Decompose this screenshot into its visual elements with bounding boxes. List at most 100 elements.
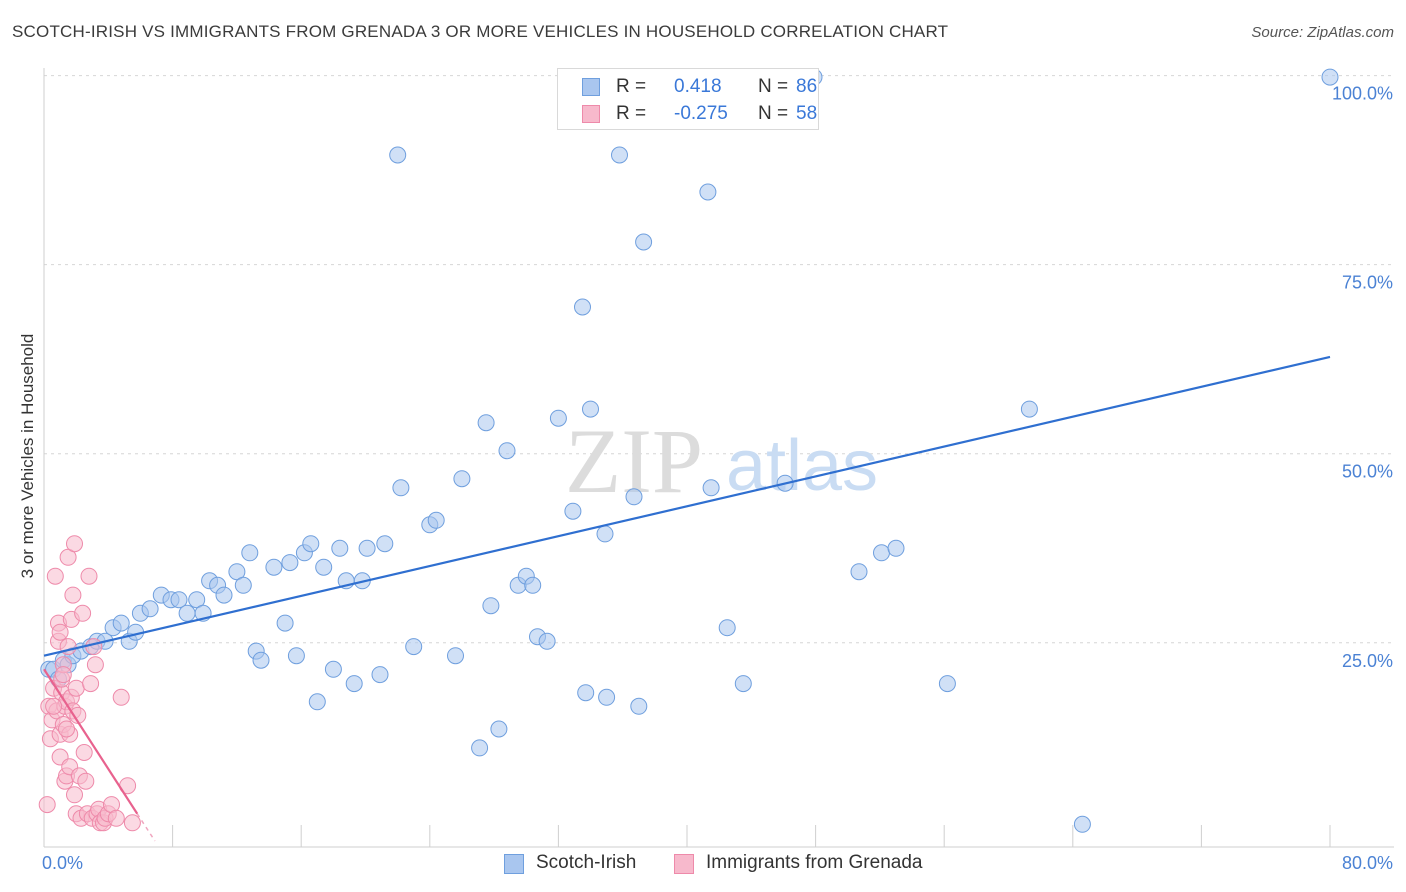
scotch-irish-point <box>490 720 508 738</box>
scotch-irish-point <box>635 233 653 251</box>
legend-swatch-grenada <box>582 105 600 123</box>
bottom-legend-label-grenada: Immigrants from Grenada <box>706 852 923 873</box>
grenada-point <box>38 796 56 814</box>
scotch-irish-point <box>453 470 471 488</box>
scotch-irish-point <box>625 488 643 506</box>
scotch-irish-point <box>112 614 130 632</box>
scotch-irish-point <box>188 591 206 609</box>
scotch-irish-point <box>471 739 489 757</box>
legend-n-value: 86 <box>796 76 818 97</box>
scotch-irish-point <box>574 298 591 316</box>
grenada-point <box>107 809 125 827</box>
scotch-irish-point <box>281 554 299 572</box>
watermark-atlas: atlas <box>726 426 878 506</box>
grenada-point <box>46 567 64 585</box>
scotch-irish-point <box>287 647 305 665</box>
scotch-irish-point <box>873 544 890 562</box>
scotch-irish-point <box>308 693 326 711</box>
scotch-irish-point <box>718 619 736 637</box>
scotch-irish-point <box>358 539 376 557</box>
scotch-irish-point <box>577 684 595 702</box>
grenada-trend-extension <box>136 813 156 842</box>
grenada-point <box>51 623 69 641</box>
scotch-irish-point <box>405 638 423 656</box>
scotch-irish-point <box>1073 815 1091 833</box>
legend-n-value: 58 <box>796 103 818 124</box>
scotch-irish-point <box>524 576 542 594</box>
x-tick-label: 0.0% <box>42 853 83 873</box>
legend-r-label: R = <box>616 76 647 97</box>
legend-swatch-scotch-irish <box>582 78 600 96</box>
scotch-irish-point <box>702 479 720 497</box>
scotch-irish-point <box>549 409 567 427</box>
grenada-point <box>58 720 75 738</box>
legend-box: R = 0.418 N = 86 R = -0.275 N = 58 <box>557 68 819 130</box>
grenada-point <box>66 535 83 553</box>
scotch-irish-point <box>582 400 599 418</box>
bottom-legend-swatch-grenada <box>674 854 694 874</box>
scotch-irish-trend-line <box>43 355 1331 657</box>
grenada-point <box>112 688 130 706</box>
watermark: ZIP atlas <box>565 410 878 512</box>
scotch-irish-point <box>498 442 516 460</box>
scotch-irish-point <box>564 502 582 520</box>
trend-lines <box>43 355 1331 842</box>
scotch-irish-point <box>538 632 556 650</box>
chart-title: SCOTCH-IRISH VS IMMIGRANTS FROM GRENADA … <box>12 22 949 41</box>
grenada-point <box>59 548 77 566</box>
scotch-irish-point <box>389 146 407 164</box>
y-tick-label: 100.0% <box>1332 84 1393 104</box>
series-immigrants-from-grenada <box>38 535 141 832</box>
scotch-irish-point <box>265 558 283 576</box>
scotch-irish-point <box>234 576 252 594</box>
axes <box>43 68 1394 848</box>
scotch-irish-point <box>228 563 246 581</box>
scotch-irish-point <box>938 675 956 693</box>
scotch-irish-point <box>1321 68 1339 86</box>
scotch-irish-point <box>699 183 717 201</box>
scotch-irish-point <box>241 544 259 562</box>
scotch-irish-point <box>482 597 500 615</box>
grenada-point <box>74 604 92 622</box>
scotch-irish-point <box>215 586 233 604</box>
grenada-point <box>82 675 100 693</box>
y-tick-label: 50.0% <box>1342 462 1393 482</box>
scotch-irish-point <box>734 675 752 693</box>
scotch-irish-point <box>611 146 628 164</box>
scotch-irish-point <box>887 539 905 557</box>
legend-n-label: N = <box>758 76 789 97</box>
scotch-irish-point <box>392 479 410 497</box>
source-credit: Source: ZipAtlas.com <box>1251 24 1394 41</box>
legend-r-value: -0.275 <box>674 103 728 124</box>
y-tick-label: 75.0% <box>1342 273 1393 293</box>
scotch-irish-point <box>371 666 389 684</box>
series-scotch-irish <box>40 68 1339 833</box>
scotch-irish-point <box>252 651 270 669</box>
scotch-irish-point <box>324 660 342 678</box>
bottom-legend-label-scotch-irish: Scotch-Irish <box>536 852 637 873</box>
source-link[interactable]: ZipAtlas.com <box>1307 24 1394 41</box>
scotch-irish-point <box>170 591 188 609</box>
scotch-irish-point <box>1020 400 1038 418</box>
scotch-irish-point <box>302 535 320 553</box>
scotch-irish-point <box>427 511 445 529</box>
source-label: Source: <box>1251 24 1304 41</box>
grenada-point <box>85 638 103 656</box>
scotch-irish-point <box>850 563 868 581</box>
scotch-irish-point <box>630 697 648 715</box>
grenada-point <box>77 772 95 790</box>
y-tick-label: 25.0% <box>1342 651 1393 671</box>
grenada-point <box>123 814 141 832</box>
scotch-irish-point <box>345 675 363 693</box>
legend-r-label: R = <box>616 103 647 124</box>
scotch-irish-point <box>477 414 495 432</box>
scotch-irish-point <box>598 688 616 706</box>
grenada-point <box>54 666 72 684</box>
scotch-irish-point <box>447 647 464 665</box>
legend-r-value: 0.418 <box>674 76 722 97</box>
grenada-trend-line <box>43 668 139 815</box>
grenada-point <box>86 656 104 674</box>
scotch-irish-point <box>596 525 614 543</box>
scotch-irish-point <box>315 558 333 576</box>
tick-labels: 25.0% 50.0% 75.0% 100.0% 0.0% 80.0% <box>42 84 1393 873</box>
